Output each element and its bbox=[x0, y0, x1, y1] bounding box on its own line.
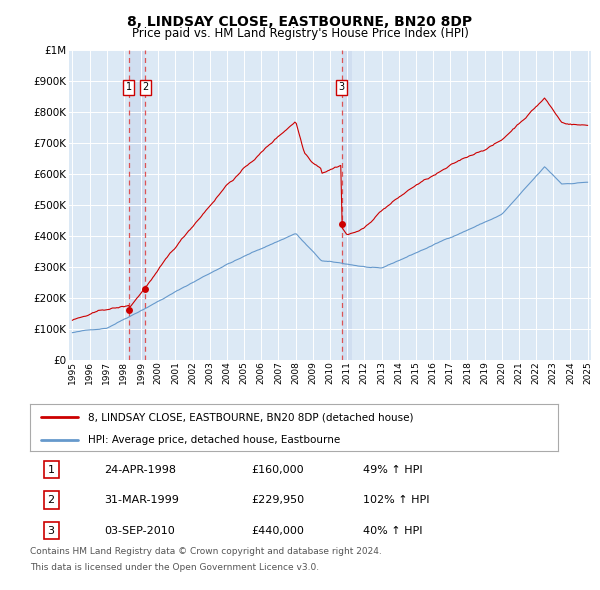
Text: 2: 2 bbox=[142, 83, 149, 92]
Text: 24-APR-1998: 24-APR-1998 bbox=[104, 464, 176, 474]
Text: 2: 2 bbox=[47, 495, 55, 505]
Text: 102% ↑ HPI: 102% ↑ HPI bbox=[362, 495, 429, 505]
Text: £440,000: £440,000 bbox=[252, 526, 305, 536]
Text: 31-MAR-1999: 31-MAR-1999 bbox=[104, 495, 179, 505]
Bar bbox=[129, 50, 145, 360]
Text: 3: 3 bbox=[47, 526, 55, 536]
Text: 40% ↑ HPI: 40% ↑ HPI bbox=[362, 526, 422, 536]
Text: 1: 1 bbox=[47, 464, 55, 474]
Text: £160,000: £160,000 bbox=[252, 464, 304, 474]
Text: Price paid vs. HM Land Registry's House Price Index (HPI): Price paid vs. HM Land Registry's House … bbox=[131, 27, 469, 40]
Text: 8, LINDSAY CLOSE, EASTBOURNE, BN20 8DP: 8, LINDSAY CLOSE, EASTBOURNE, BN20 8DP bbox=[127, 15, 473, 29]
Text: 49% ↑ HPI: 49% ↑ HPI bbox=[362, 464, 422, 474]
Text: 03-SEP-2010: 03-SEP-2010 bbox=[104, 526, 175, 536]
Text: This data is licensed under the Open Government Licence v3.0.: This data is licensed under the Open Gov… bbox=[30, 563, 319, 572]
Text: Contains HM Land Registry data © Crown copyright and database right 2024.: Contains HM Land Registry data © Crown c… bbox=[30, 548, 382, 556]
Text: HPI: Average price, detached house, Eastbourne: HPI: Average price, detached house, East… bbox=[88, 435, 340, 444]
Text: 1: 1 bbox=[126, 83, 132, 92]
Bar bbox=[341, 50, 352, 360]
Text: 3: 3 bbox=[338, 83, 344, 92]
Text: 8, LINDSAY CLOSE, EASTBOURNE, BN20 8DP (detached house): 8, LINDSAY CLOSE, EASTBOURNE, BN20 8DP (… bbox=[88, 412, 413, 422]
Text: £229,950: £229,950 bbox=[252, 495, 305, 505]
